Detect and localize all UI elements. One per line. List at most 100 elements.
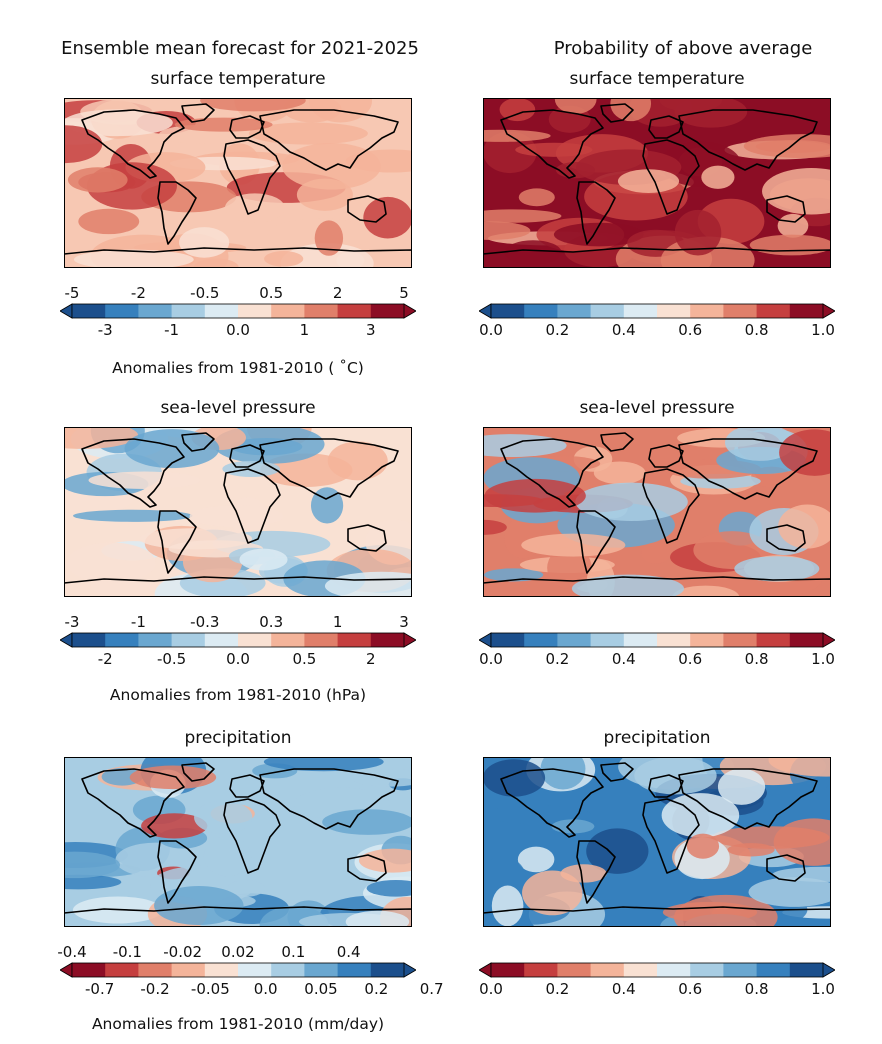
colorbar-swatch — [337, 633, 372, 647]
coastline — [766, 524, 806, 552]
field-contour-region — [743, 134, 831, 159]
colorbar-swatch — [370, 304, 405, 318]
colorbar-extend-high — [403, 632, 417, 648]
colorbar-tick-label: 0.4 — [336, 943, 361, 961]
colorbar-tick-label: -0.05 — [190, 980, 230, 998]
field-contour-region — [88, 471, 201, 489]
colorbar-tick-label: 1 — [299, 321, 310, 339]
colorbar-tick-label: 0.0 — [226, 650, 250, 668]
map-frame — [64, 427, 412, 597]
field-contour-region — [484, 478, 586, 513]
colorbar-swatch — [370, 963, 405, 977]
colorbar-tick-label: -0.4 — [57, 943, 87, 961]
field-contour-region — [554, 98, 597, 114]
field-contour-region — [336, 251, 365, 268]
field-contour-region — [575, 482, 688, 521]
colorbar-swatch — [557, 304, 592, 318]
field-contour-region — [571, 574, 685, 597]
field-contour-region — [282, 142, 381, 190]
colorbar-swatch — [370, 633, 405, 647]
field-contour-region — [491, 885, 524, 927]
colorbar-tick-label: 0.2 — [364, 980, 389, 998]
coastline — [600, 432, 634, 452]
colorbar-tick-label: 0.2 — [545, 321, 570, 339]
colorbar-pr-mean: -0.4 -0.1 -0.02 0.02 0.1 0.4 -0.7 -0.2 -0.05 0.0 0… — [57, 943, 443, 1013]
coastline — [259, 438, 399, 500]
field-contour-region — [521, 533, 626, 557]
colorbar-swatch — [657, 963, 691, 977]
field-contour-region — [686, 833, 720, 859]
coastline — [259, 768, 399, 830]
colorbar-psl-prob: 0.0 0.2 0.4 0.6 0.8 1.0 — [478, 613, 836, 683]
colorbar-swatch — [105, 304, 139, 318]
colorbar-tick-label: -0.02 — [163, 943, 203, 961]
coastline — [229, 115, 265, 139]
colorbar-tick-label: 0.4 — [611, 650, 636, 668]
colorbar-tick-label: 0.8 — [744, 650, 769, 668]
colorbar-swatch — [524, 963, 558, 977]
coastline — [678, 768, 818, 830]
colorbar-tick-label: 0.4 — [611, 321, 636, 339]
map-svg — [483, 757, 831, 927]
colorbar-swatch — [72, 963, 106, 977]
field-contour-region — [129, 765, 217, 790]
colorbar-tick-label: 0.6 — [678, 650, 703, 668]
field-contour-region — [154, 886, 244, 926]
coastline — [223, 139, 281, 215]
field-contour-region — [749, 234, 831, 256]
colorbar-tick-label: 0.2 — [545, 650, 570, 668]
colorbar-swatch — [756, 304, 791, 318]
colorbar-swatch — [271, 304, 305, 318]
coastline — [157, 840, 197, 904]
field-contour-region — [778, 504, 831, 549]
field-contour-region — [672, 585, 740, 597]
coastline — [678, 109, 818, 171]
panel-title-pr-prob: precipitation — [603, 728, 711, 748]
colorbar-swatch — [491, 633, 525, 647]
coastline — [500, 768, 604, 838]
colorbar-tick-label: 3 — [399, 613, 409, 631]
coastline — [642, 798, 700, 874]
colorbar-tick-label: -3 — [64, 613, 80, 631]
colorbar-swatch — [171, 633, 206, 647]
coastline — [64, 576, 412, 597]
colorbar-tick-label: 2 — [332, 284, 343, 302]
colorbar-label-pr: Anomalies from 1981-2010 (mm/day) — [91, 1015, 385, 1033]
field-contour-region — [762, 167, 831, 215]
field-contour-region — [64, 851, 121, 879]
map-svg — [64, 98, 412, 268]
colorbar-svg — [59, 303, 417, 319]
map-tas-prob — [483, 98, 831, 268]
coastline — [766, 854, 806, 882]
colorbar-swatch — [789, 963, 824, 977]
map-svg — [483, 427, 831, 597]
colorbar-swatch — [690, 963, 724, 977]
colorbar-svg — [478, 632, 836, 648]
colorbar-tick-label: 0.0 — [479, 980, 503, 998]
field-contour-region — [248, 122, 368, 145]
colorbar-extend-low — [59, 632, 73, 648]
field-contour-region — [483, 805, 591, 824]
coastline — [64, 906, 412, 927]
colorbar-tick-label: 0.4 — [611, 980, 636, 998]
colorbar-swatch — [238, 633, 272, 647]
map-pr-mean — [64, 757, 412, 927]
map-frame — [64, 98, 412, 268]
coastline — [347, 524, 387, 552]
colorbar-psl-mean: -3 -1 -0.3 0.3 1 3 -2 -0.5 0.0 0.5 2 — [59, 613, 417, 683]
coastline — [648, 115, 684, 139]
field-contour-region — [324, 571, 412, 597]
field-contour-region — [203, 836, 252, 877]
field-contour-region — [179, 227, 230, 258]
field-contour-region — [593, 461, 646, 485]
coastline — [181, 762, 215, 782]
colorbar-swatch — [524, 633, 558, 647]
colorbar-swatch — [138, 963, 173, 977]
field-contour-region — [673, 894, 778, 927]
right-column-title: Probability of above average — [553, 38, 813, 59]
map-frame — [483, 757, 831, 927]
field-contour-region — [78, 208, 140, 235]
field-contour-region — [366, 879, 412, 897]
map-tas-mean — [64, 98, 412, 268]
colorbar-tick-label: 1 — [332, 613, 343, 631]
